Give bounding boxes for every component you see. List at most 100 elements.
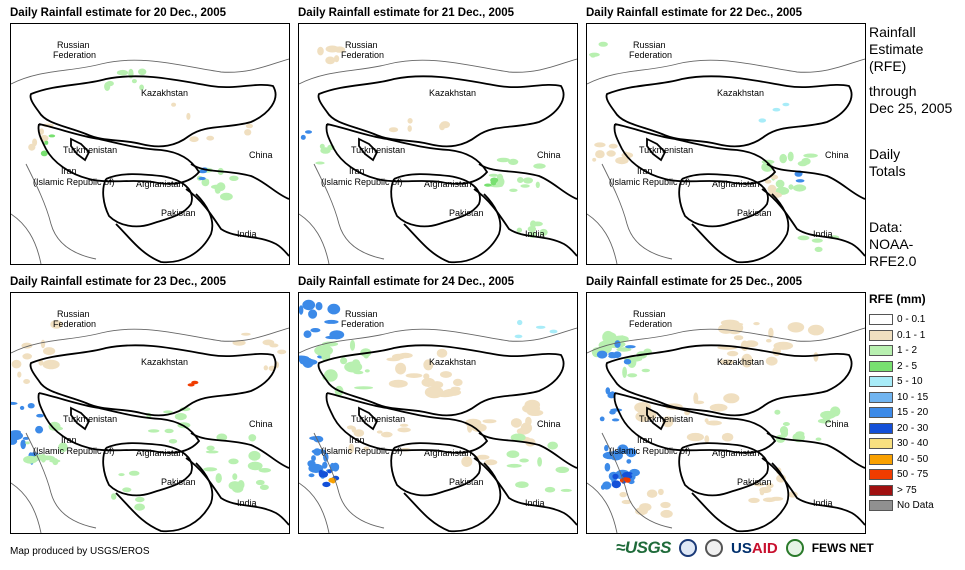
country-border <box>766 163 865 200</box>
country-label: Afghanistan <box>712 179 760 189</box>
legend-row: 5 - 10 <box>869 374 934 390</box>
rainfall-patch <box>753 482 765 487</box>
rainfall-patch <box>440 371 452 378</box>
rainfall-patch <box>232 473 238 480</box>
legend-swatch <box>869 314 893 326</box>
country-label: Afghanistan <box>424 448 472 458</box>
legend-row: 30 - 40 <box>869 436 934 452</box>
country-label: Pakistan <box>737 477 772 487</box>
legend-swatch <box>869 345 893 357</box>
rainfall-patch <box>506 463 522 468</box>
country-label: Iran <box>637 435 653 445</box>
rainfall-patch <box>386 357 401 362</box>
rainfall-patch <box>758 118 767 123</box>
sidebar-through: through <box>869 83 917 99</box>
rainfall-patch <box>376 430 383 434</box>
country-label: Federation <box>341 319 384 329</box>
country-label: Afghanistan <box>136 448 184 458</box>
country-border <box>646 137 667 162</box>
rainfall-patch <box>228 458 239 465</box>
rainfall-patch <box>626 459 632 464</box>
rainfall-patch <box>407 118 413 124</box>
rainfall-patch <box>255 479 265 486</box>
country-border <box>37 123 201 185</box>
rainfall-patch <box>111 493 117 500</box>
rainfall-patch <box>138 68 147 76</box>
country-border <box>11 327 289 354</box>
country-label: (Islamic Republic of) <box>33 177 115 187</box>
rainfall-patch <box>135 496 145 503</box>
country-border <box>605 75 853 148</box>
rainfall-patch <box>19 405 25 410</box>
country-border <box>11 213 42 264</box>
rainfall-patch <box>50 320 63 329</box>
rainfall-patch <box>439 123 446 131</box>
country-border <box>613 123 777 185</box>
rainfall-patch <box>704 418 709 423</box>
rainfall-patch <box>592 157 597 162</box>
rainfall-patch <box>436 348 448 358</box>
panel-title-21dec: Daily Rainfall estimate for 21 Dec., 200… <box>298 7 515 19</box>
rainfall-patch <box>307 460 316 468</box>
rainfall-patch <box>625 345 636 349</box>
rainfall-patch <box>817 418 831 424</box>
rainfall-patch <box>118 473 125 477</box>
country-border <box>605 344 853 417</box>
country-label: Afghanistan <box>136 179 184 189</box>
rainfall-patch <box>660 509 673 518</box>
rainfall-patch <box>704 435 710 443</box>
rainfall-patch <box>22 353 32 360</box>
panel-title-20dec: Daily Rainfall estimate for 20 Dec., 200… <box>10 7 227 19</box>
rainfall-patch <box>300 134 306 140</box>
rainfall-patch <box>334 55 340 63</box>
rainfall-patch <box>608 143 618 149</box>
country-border <box>390 173 481 228</box>
rainfall-patch <box>206 135 215 141</box>
rainfall-patch <box>354 386 374 390</box>
legend-label: 5 - 10 <box>897 376 923 388</box>
rainfall-patch <box>407 125 412 132</box>
rainfall-patch <box>726 350 739 357</box>
rainfall-patch <box>813 352 819 362</box>
country-border <box>70 137 91 162</box>
rainfall-patch <box>515 481 529 488</box>
rainfall-map-25dec: Russian Federation Kazakhstan Turkmenistan I… <box>586 292 866 534</box>
rainfall-patch <box>388 379 408 388</box>
rainfall-patch <box>117 69 129 76</box>
country-border <box>115 193 214 264</box>
rainfall-patch <box>612 473 619 480</box>
country-label: Russian <box>633 40 666 50</box>
rainfall-patch <box>319 143 325 149</box>
country-border <box>29 344 277 417</box>
rainfall-patch <box>787 151 794 162</box>
sidebar-title-3: (RFE) <box>869 58 907 74</box>
country-label: Russian <box>345 40 378 50</box>
rainfall-patch <box>686 432 704 442</box>
country-border <box>587 327 865 354</box>
rainfall-patch <box>258 468 271 473</box>
rainfall-patch <box>453 378 463 386</box>
credit-text: Map produced by USGS/EROS <box>10 546 150 557</box>
rainfall-patch <box>363 446 370 451</box>
rainfall-patch <box>58 442 68 453</box>
rainfall-map-22dec: Russian Federation Kazakhstan Turkmenistan I… <box>586 23 866 265</box>
rainfall-patch <box>324 319 339 324</box>
country-label: Federation <box>629 50 672 60</box>
country-border <box>185 457 289 526</box>
rainfall-patch <box>544 486 556 493</box>
panel-title-25dec: Daily Rainfall estimate for 25 Dec., 200… <box>586 276 803 288</box>
rainfall-patch <box>764 179 772 184</box>
rainfall-patch <box>191 380 199 385</box>
rainfall-patch <box>793 184 807 192</box>
rainfall-patch <box>25 441 30 445</box>
rainfall-patch <box>594 142 606 148</box>
rainfall-patch <box>277 349 287 355</box>
rainfall-patch <box>779 153 787 164</box>
rainfall-patch <box>627 373 638 378</box>
country-label: Afghanistan <box>424 179 472 189</box>
country-label: Iran <box>637 166 653 176</box>
country-border <box>761 188 865 257</box>
rainfall-patch <box>364 369 370 373</box>
legend-row: 40 - 50 <box>869 452 934 468</box>
rainfall-patch <box>621 499 632 505</box>
